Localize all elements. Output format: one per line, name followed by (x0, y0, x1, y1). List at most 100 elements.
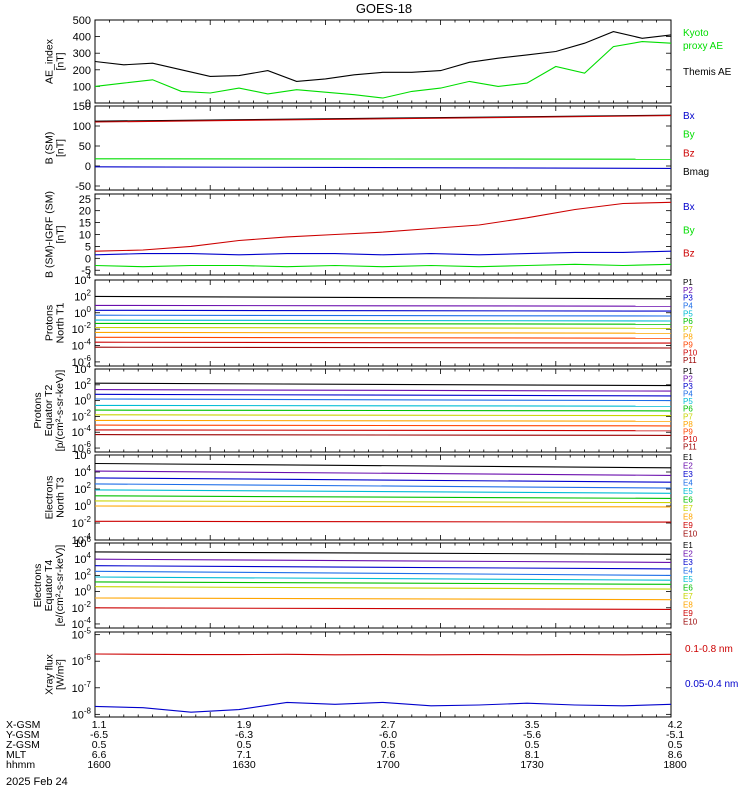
panel-frame (95, 20, 671, 103)
y-tick-label: 50 (79, 141, 91, 153)
series-line-e8 (95, 506, 671, 507)
legend-item: By (683, 130, 695, 141)
y-tick-label: 10 (79, 230, 91, 242)
series-line-p3 (95, 394, 671, 396)
y-tick-label: 10-7 (72, 680, 92, 695)
y-tick-label: 100 (74, 393, 91, 408)
legend-item: Kyoto (683, 28, 709, 39)
series-line-e7 (95, 587, 671, 589)
legend-item: E10 (683, 530, 698, 539)
series-line-p7 (95, 415, 671, 416)
x-row-value: 1600 (87, 759, 111, 771)
series-line-e3 (95, 478, 671, 482)
panel-frame (95, 543, 671, 628)
series-line-p2 (95, 390, 671, 392)
series-line-p10 (95, 342, 671, 343)
series-line-p9 (95, 337, 671, 338)
y-tick-label: 15 (79, 218, 91, 230)
series-line-bx (95, 251, 671, 255)
series-line-0-1-0-8-nm (95, 654, 671, 655)
legend-item: Themis AE (683, 67, 732, 78)
series-line-0-05-0-4-nm (95, 702, 671, 712)
series-line-p5 (95, 320, 671, 321)
legend-item: P11 (683, 442, 697, 451)
series-line-e8 (95, 598, 671, 600)
y-tick-label: 10-2 (72, 321, 92, 336)
series-line-p5 (95, 405, 671, 406)
y-axis-label: [e/(cm²-s-sr-keV)] (54, 545, 66, 627)
y-tick-label: 10-4 (72, 338, 92, 353)
series-line-p1 (95, 383, 671, 385)
series-line-e1 (95, 464, 671, 468)
x-row-value: 1730 (520, 759, 544, 771)
series-line-p4 (95, 315, 671, 316)
series-line-p11 (95, 347, 671, 348)
series-line-p2 (95, 305, 671, 306)
y-tick-label: 10-2 (72, 408, 92, 423)
x-row-value: 1800 (663, 759, 687, 771)
series-line-p8 (95, 332, 671, 333)
y-tick-label: 20 (79, 206, 91, 218)
legend-item: 0.1-0.8 nm (685, 644, 733, 655)
y-tick-label: 5 (85, 241, 91, 253)
y-tick-label: 150 (73, 101, 91, 113)
legend-item: By (683, 225, 695, 236)
panel-frame (95, 632, 671, 717)
legend-item: Bz (683, 148, 695, 159)
y-tick-label: 104 (74, 361, 91, 376)
y-tick-label: 102 (74, 567, 91, 582)
series-line-p9 (95, 425, 671, 426)
y-tick-label: 104 (74, 464, 91, 479)
x-row-value: 1630 (232, 759, 256, 771)
series-line-p6 (95, 323, 671, 324)
series-line-e2 (95, 559, 671, 562)
y-axis-label: [nT] (55, 139, 67, 157)
y-tick-label: 106 (74, 447, 91, 462)
series-line-e9 (95, 608, 671, 610)
y-tick-label: 10-6 (72, 653, 92, 668)
series-line-bx (95, 167, 671, 169)
legend-item: 0.05-0.4 nm (685, 679, 738, 690)
legend-item: Bx (683, 202, 695, 213)
series-line-e5 (95, 577, 671, 580)
y-tick-label: 104 (74, 272, 91, 287)
series-line-p8 (95, 420, 671, 421)
y-tick-label: 400 (73, 32, 91, 44)
legend-item: Bz (683, 248, 695, 259)
series-line-e4 (95, 484, 671, 488)
series-line-p10 (95, 430, 671, 431)
series-line-p1 (95, 296, 671, 298)
series-line-p4 (95, 399, 671, 401)
y-tick-label: 102 (74, 377, 91, 392)
y-axis-label: North T1 (55, 303, 67, 344)
y-tick-label: 10-5 (72, 627, 92, 642)
panel-frame (95, 194, 671, 275)
series-line-e5 (95, 490, 671, 493)
y-tick-label: 10-2 (72, 600, 92, 615)
y-axis-label: [p/(cm²-s-sr-keV)] (54, 370, 66, 452)
y-tick-label: 100 (74, 498, 91, 513)
series-line-e7 (95, 501, 671, 503)
series-line-p7 (95, 328, 671, 329)
y-tick-label: 100 (73, 121, 91, 133)
series-line-e6 (95, 496, 671, 499)
legend-item: Bx (683, 111, 695, 122)
series-line-bz (95, 116, 671, 122)
series-line-bz (95, 202, 671, 251)
y-tick-label: 100 (73, 81, 91, 93)
series-line-themis-ae (95, 32, 671, 82)
y-axis-label: [nT] (55, 225, 67, 243)
y-tick-label: 102 (74, 481, 91, 496)
series-line-e2 (95, 471, 671, 475)
series-line-p3 (95, 310, 671, 311)
